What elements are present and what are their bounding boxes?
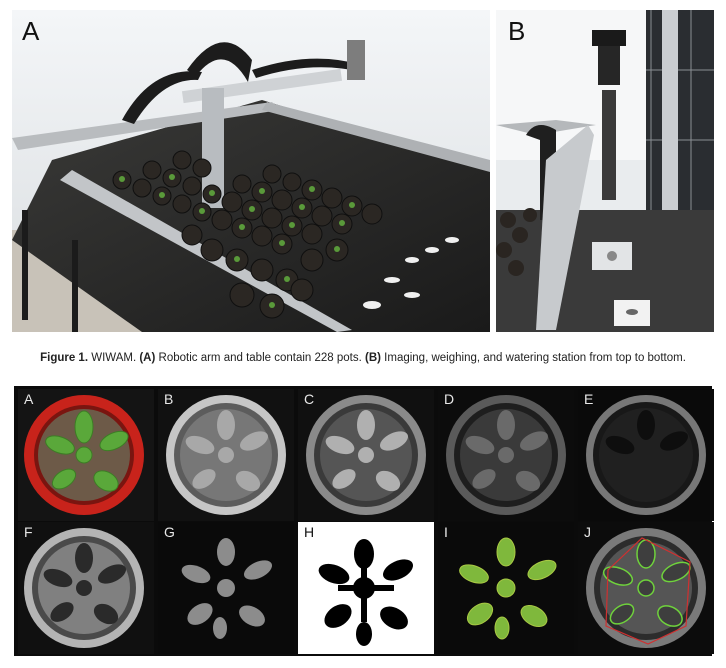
panel-label-b: B [508, 16, 526, 46]
panel-h-binary-mask: H [298, 522, 434, 654]
panel-label-a: A [22, 16, 40, 46]
panel-f-gray-dark-plant: F [18, 522, 154, 654]
panel-label: B [164, 391, 174, 407]
photo-imaging-station [496, 10, 714, 332]
caption-part-b-text: Imaging, weighing, and watering station … [380, 352, 686, 364]
processing-panel-grid: A B [14, 386, 714, 656]
caption-part-a-text: Robotic arm and table contain 228 pots. [155, 352, 365, 364]
panel-d-gray-dark: D [438, 389, 574, 521]
panel-a-color: A [18, 389, 154, 521]
panel-label: H [304, 524, 315, 540]
caption-part-b-tag: (B) [365, 352, 381, 364]
caption-title: WIWAM. [88, 352, 140, 364]
panel-b-gray: B [158, 389, 294, 521]
panel-c-gray: C [298, 389, 434, 521]
panel-g-plant-gray: G [158, 522, 294, 654]
panel-label: F [24, 524, 33, 540]
panel-j-segmented-outline: J [578, 522, 714, 654]
panel-label: A [24, 391, 34, 407]
figure-caption: Figure 1. WIWAM. (A) Robotic arm and tab… [0, 352, 726, 364]
panel-label: C [304, 391, 315, 407]
panel-e-very-dark: E [578, 389, 714, 521]
panel-label: D [444, 391, 455, 407]
panel-label: E [584, 391, 594, 407]
panel-label: G [164, 524, 175, 540]
photo-robotic-table [12, 10, 490, 332]
caption-part-a-tag: (A) [139, 352, 156, 364]
caption-figure-label: Figure 1. [40, 352, 89, 364]
panel-label: I [444, 524, 448, 540]
panel-i-plant-color: I [438, 522, 574, 654]
panel-label: J [584, 524, 591, 540]
